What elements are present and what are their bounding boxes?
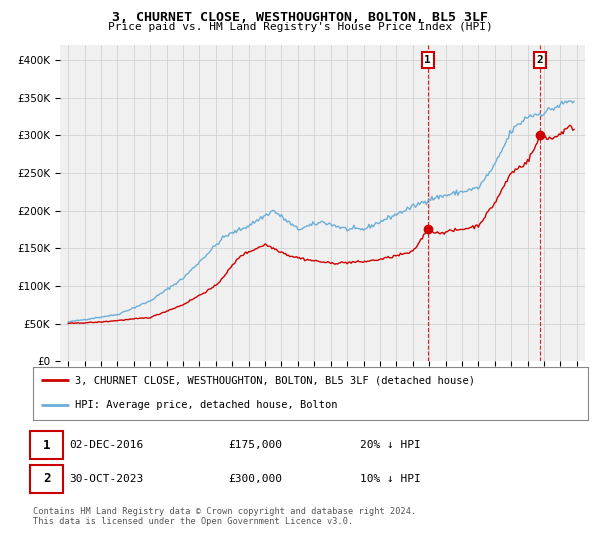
Text: 2: 2 (536, 55, 543, 65)
Text: 3, CHURNET CLOSE, WESTHOUGHTON, BOLTON, BL5 3LF (detached house): 3, CHURNET CLOSE, WESTHOUGHTON, BOLTON, … (74, 375, 475, 385)
Text: 2: 2 (43, 472, 50, 486)
Text: 20% ↓ HPI: 20% ↓ HPI (360, 440, 421, 450)
Text: 10% ↓ HPI: 10% ↓ HPI (360, 474, 421, 484)
Text: 1: 1 (43, 438, 50, 452)
Text: Contains HM Land Registry data © Crown copyright and database right 2024.
This d: Contains HM Land Registry data © Crown c… (33, 507, 416, 526)
Text: 3, CHURNET CLOSE, WESTHOUGHTON, BOLTON, BL5 3LF: 3, CHURNET CLOSE, WESTHOUGHTON, BOLTON, … (112, 11, 488, 24)
Text: £175,000: £175,000 (228, 440, 282, 450)
Text: HPI: Average price, detached house, Bolton: HPI: Average price, detached house, Bolt… (74, 400, 337, 410)
Text: 02-DEC-2016: 02-DEC-2016 (69, 440, 143, 450)
Text: 1: 1 (424, 55, 431, 65)
Text: £300,000: £300,000 (228, 474, 282, 484)
Text: 30-OCT-2023: 30-OCT-2023 (69, 474, 143, 484)
Text: Price paid vs. HM Land Registry's House Price Index (HPI): Price paid vs. HM Land Registry's House … (107, 22, 493, 32)
